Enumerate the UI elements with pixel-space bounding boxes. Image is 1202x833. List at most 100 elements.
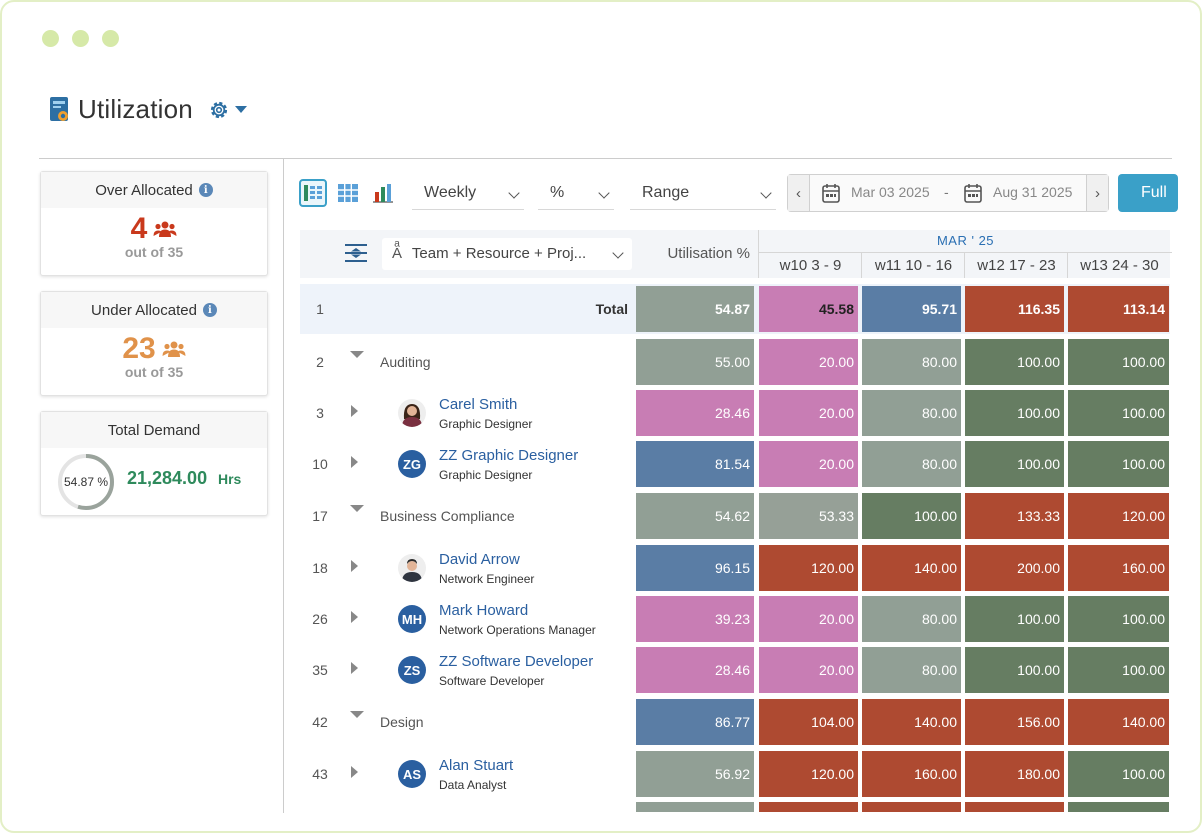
resource-name[interactable]: ZZ Graphic Designer [439,447,579,464]
resource-row[interactable]: 43 AS Alan Stuart Data Analyst [300,750,1170,798]
expand-icon[interactable] [351,766,358,778]
period-select[interactable]: Weekly [412,176,524,210]
resource-row[interactable]: 35 ZS ZZ Software Developer Software Develo… [300,646,1170,694]
week-header[interactable]: w10 3 - 9 [779,257,842,274]
week-cell[interactable]: 180.00 [965,751,1064,797]
week-cell[interactable]: 100.00 [965,390,1064,436]
week-cell[interactable]: 20.00 [759,596,858,642]
gear-icon[interactable] [207,98,231,122]
week-header[interactable]: w13 24 - 30 [1080,257,1159,274]
info-icon[interactable]: i [198,183,213,197]
week-cell[interactable]: 100.00 [1068,647,1169,693]
week-cell[interactable]: 120.00 [759,545,858,591]
week-cell[interactable]: 100.00 [965,339,1064,385]
range-select[interactable]: Range [630,176,776,210]
week-header[interactable]: w11 10 - 16 [874,257,953,274]
week-cell[interactable]: 140.00 [1068,699,1169,745]
utilisation-cell[interactable]: 81.54 [636,441,754,487]
week-cell[interactable]: 120.00 [1068,493,1169,539]
next-period-button[interactable]: › [1086,175,1108,211]
week-cell[interactable]: 104.00 [759,699,858,745]
week-cell[interactable]: 53.33 [759,493,858,539]
week-cell[interactable]: 80.00 [862,596,961,642]
week-cell[interactable]: 80.00 [862,339,961,385]
group-row[interactable]: 2 Auditing [300,338,1170,386]
resource-name[interactable]: Alan Stuart [439,757,514,774]
utilisation-cell[interactable]: 86.77 [636,699,754,745]
utilisation-header[interactable]: Utilisation % [667,245,750,262]
week-cell[interactable]: 80.00 [862,390,961,436]
expand-icon[interactable] [351,405,358,417]
week-cell[interactable]: 133.33 [965,493,1064,539]
expand-collapse-icon[interactable] [343,242,369,264]
utilisation-cell[interactable]: 28.46 [636,647,754,693]
week-cell[interactable]: 20.00 [759,339,858,385]
chevron-down-icon[interactable] [234,106,247,113]
row-number: 18 [312,560,328,576]
utilisation-cell[interactable]: 55.00 [636,339,754,385]
week-cell[interactable]: 100.00 [965,441,1064,487]
expand-icon[interactable] [351,611,358,623]
week-cell[interactable]: 156.00 [965,699,1064,745]
view-grid-button[interactable] [334,179,362,207]
week-cell[interactable]: 20.00 [759,647,858,693]
week-cell[interactable]: 95.71 [862,286,961,332]
expand-icon[interactable] [351,560,358,572]
week-cell[interactable]: 100.00 [1068,751,1169,797]
resource-row[interactable]: 10 ZG ZZ Graphic Designer Graphic Designer [300,440,1170,488]
view-grid-chart-button[interactable] [299,179,327,207]
unit-select[interactable]: % [538,176,614,210]
resource-row[interactable]: 26 MH Mark Howard Network Operations Manage… [300,595,1170,643]
week-header[interactable]: w12 17 - 23 [977,257,1056,274]
resource-row[interactable]: 3 Carel Smith Graphic Designer [300,389,1170,437]
utilisation-cell[interactable]: 54.87 [636,286,754,332]
info-icon[interactable]: i [202,303,217,317]
group-row[interactable]: 42 Design [300,698,1170,746]
week-cell[interactable]: 100.00 [1068,390,1169,436]
end-date[interactable]: Aug 31 2025 [993,184,1073,200]
week-cell[interactable]: 80.00 [862,441,961,487]
week-cell[interactable]: 140.00 [862,699,961,745]
week-cell[interactable]: 160.00 [1068,545,1169,591]
week-cell[interactable]: 100.00 [965,596,1064,642]
resource-name[interactable]: David Arrow [439,551,520,568]
expand-icon[interactable] [351,456,358,468]
week-cell[interactable]: 120.00 [759,751,858,797]
group-by-select[interactable]: Aͣ Team + Resource + Proj... [382,238,632,270]
collapse-icon[interactable] [350,711,364,718]
row-number: 17 [312,508,328,524]
resource-name[interactable]: Carel Smith [439,396,518,413]
resource-name[interactable]: ZZ Software Developer [439,653,594,670]
utilisation-cell[interactable]: 39.23 [636,596,754,642]
collapse-icon[interactable] [350,351,364,358]
week-cell[interactable]: 113.14 [1068,286,1169,332]
week-cell[interactable]: 116.35 [965,286,1064,332]
start-date[interactable]: Mar 03 2025 [851,184,930,200]
resource-row[interactable]: 18 David Arrow Network Engineer [300,544,1170,592]
prev-period-button[interactable]: ‹ [788,175,810,211]
week-cell[interactable]: 20.00 [759,390,858,436]
week-cell[interactable]: 45.58 [759,286,858,332]
week-cell[interactable]: 80.00 [862,647,961,693]
calendar-icon[interactable] [822,183,840,203]
week-cell[interactable]: 160.00 [862,751,961,797]
collapse-icon[interactable] [350,505,364,512]
week-cell[interactable]: 100.00 [862,493,961,539]
utilisation-cell[interactable]: 96.15 [636,545,754,591]
week-cell[interactable]: 100.00 [1068,596,1169,642]
view-chart-button[interactable] [369,179,397,207]
week-cell[interactable]: 20.00 [759,441,858,487]
expand-icon[interactable] [351,662,358,674]
week-cell[interactable]: 100.00 [1068,339,1169,385]
calendar-icon[interactable] [964,183,982,203]
utilisation-cell[interactable]: 56.92 [636,751,754,797]
full-button[interactable]: Full [1118,174,1178,212]
resource-name[interactable]: Mark Howard [439,602,529,619]
week-cell[interactable]: 100.00 [1068,441,1169,487]
utilisation-cell[interactable]: 54.62 [636,493,754,539]
week-cell[interactable]: 140.00 [862,545,961,591]
group-row[interactable]: 17 Business Compliance [300,492,1170,540]
utilisation-cell[interactable]: 28.46 [636,390,754,436]
week-cell[interactable]: 200.00 [965,545,1064,591]
week-cell[interactable]: 100.00 [965,647,1064,693]
